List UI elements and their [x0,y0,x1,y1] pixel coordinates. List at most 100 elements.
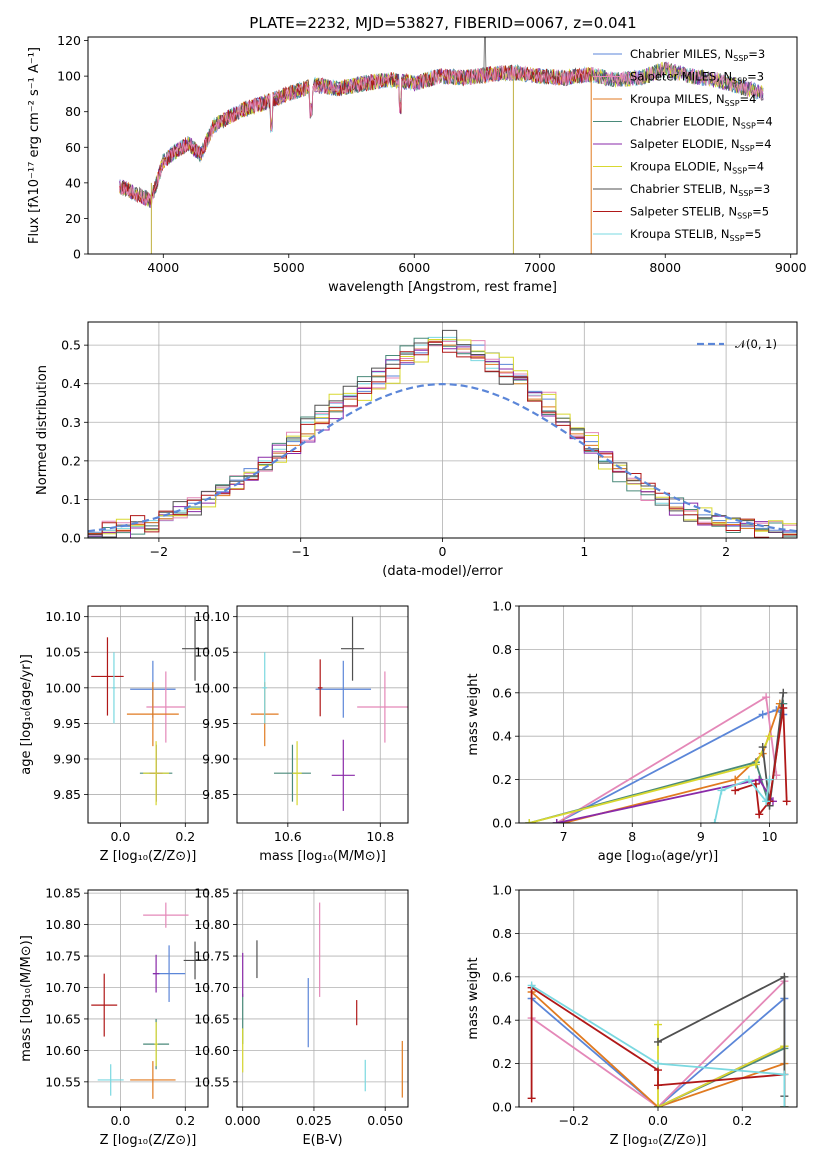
weight-marker [717,786,726,795]
weight-marker [762,797,771,806]
y-axis-label: mass weight [466,673,481,755]
x-tick-label: 0.2 [175,829,195,844]
weight-marker [780,972,789,981]
x-tick-label: 2 [722,544,730,559]
weight-marker [654,1037,662,1046]
x-tick-label: 10.8 [366,829,394,844]
x-axis-label: age [log₁₀(age/yr)] [598,849,719,864]
y-tick-label: 9.85 [202,787,230,802]
x-tick-label: 9 [697,829,705,844]
axes-frame [87,605,209,824]
weight-marker [765,732,774,741]
weight-marker [731,775,740,784]
y-tick-label: 9.90 [202,751,230,766]
legend-label: Salpeter STELIB, NSSP=5 [630,205,769,221]
x-tick-label: 0.0 [648,1113,668,1128]
weight-marker [527,981,536,990]
y-tick-label: 10.00 [194,680,230,695]
weight-series-line [531,984,786,1107]
axes-frame [236,605,409,824]
y-axis-label: mass [log₁₀(M/M⊙)] [19,935,34,1062]
y-tick-label: 0.0 [492,1100,512,1115]
x-tick-label: −2 [150,544,168,559]
weight-marker [654,1103,662,1107]
normal-curve [88,382,797,533]
y-tick-label: 10.00 [45,680,81,695]
x-axis-label: mass [log₁₀(M/M⊙)] [259,849,386,864]
weight-marker [765,775,774,784]
y-tick-label: 1.0 [492,599,512,614]
panel-mass-vs-Z: 0.0 0.2 10.55 10.60 10.65 10.70 10.75 10.80 10.8… [19,886,209,1148]
x-tick-label: 5000 [273,260,305,275]
y-tick-label: 9.90 [53,751,81,766]
weight-marker [751,760,760,769]
x-axis-label: Z [log₁₀(Z/Z⊙)] [610,1133,707,1148]
y-tick-label: 10.80 [45,917,81,932]
weight-marker [654,1059,662,1068]
panel-mass-vs-EBV: 0.000 0.025 0.050 10.55 10.60 10.65 10.70 10.75… [194,886,409,1148]
weight-marker [779,703,788,712]
y-tick-label: 10.05 [45,645,81,660]
weight-marker [654,1081,662,1090]
y-tick-label: 10.10 [194,609,230,624]
y-tick-label: 9.85 [53,787,81,802]
x-tick-label: 0.050 [367,1113,403,1128]
plot-area [91,616,208,806]
x-tick-label: 0.0 [110,829,130,844]
y-tick-label: 0.3 [61,415,81,430]
panel-weight-vs-age: 7 8 9 10 0.0 0.2 0.4 0.6 0.8 1.0 age [log₁₀(age/yr… [466,599,798,864]
y-tick-label: 10.65 [45,1011,81,1026]
weight-marker [552,819,561,823]
y-tick-label: 10.80 [194,917,230,932]
x-tick-label: 0.2 [732,1113,752,1128]
weight-marker [559,819,568,823]
plot-area [119,37,764,254]
weight-marker [762,693,771,702]
legend-label: 𝒩(0, 1) [735,337,777,351]
y-tick-label: 10.10 [45,609,81,624]
y-tick-label: 120 [57,33,81,48]
x-tick-label: 6000 [398,260,430,275]
y-tick-label: 10.70 [45,980,81,995]
legend-label: Salpeter MILES, NSSP=3 [630,70,764,86]
y-tick-label: 10.05 [194,645,230,660]
x-tick-label: 4000 [147,260,179,275]
x-tick-label: 1 [580,544,588,559]
y-axis-label: age [log₁₀(age/yr)] [19,654,34,775]
histogram-step [88,329,797,538]
weight-marker [710,819,719,823]
legend-label: Chabrier STELIB, NSSP=3 [630,182,770,198]
weight-marker [755,775,764,784]
weight-marker [780,1103,789,1107]
plot-area [242,902,403,1098]
x-tick-label: 0 [439,544,447,559]
y-tick-label: 0.5 [61,338,81,353]
figure-title: PLATE=2232, MJD=53827, FIBERID=0067, z=0… [249,14,636,32]
y-tick-label: 80 [65,104,81,119]
weight-marker [527,1094,536,1103]
x-tick-label: −1 [291,544,309,559]
axes-frame [87,36,798,255]
y-tick-label: 0.2 [61,453,81,468]
x-axis-label: E(B-V) [302,1133,342,1148]
legend-label: Kroupa MILES, NSSP=4 [630,92,756,108]
y-tick-label: 1.0 [492,883,512,898]
panel-weight-vs-Z: −0.2 0.0 0.2 0.0 0.2 0.4 0.6 0.8 1.0 Z [log₁₀(Z/Z… [466,883,798,1148]
x-tick-label: 7 [560,829,568,844]
y-axis-label: mass weight [466,957,481,1039]
weight-marker [782,797,791,806]
y-axis-label: Normed distribution [35,365,50,495]
plot-area [250,616,408,811]
axes-frame [518,889,798,1108]
weight-marker [731,786,740,795]
y-tick-label: 40 [65,175,81,190]
y-tick-label: 0.0 [492,816,512,831]
plot-area [527,972,789,1107]
y-tick-label: 10.65 [194,1011,230,1026]
y-tick-label: 10.55 [194,1074,230,1089]
legend-label: Chabrier ELODIE, NSSP=4 [630,115,773,131]
weight-marker [654,1020,662,1029]
panel-age-vs-mass: 10.6 10.8 9.85 9.90 9.95 10.00 10.05 10.10 mass … [194,605,409,864]
y-tick-label: 20 [65,211,81,226]
